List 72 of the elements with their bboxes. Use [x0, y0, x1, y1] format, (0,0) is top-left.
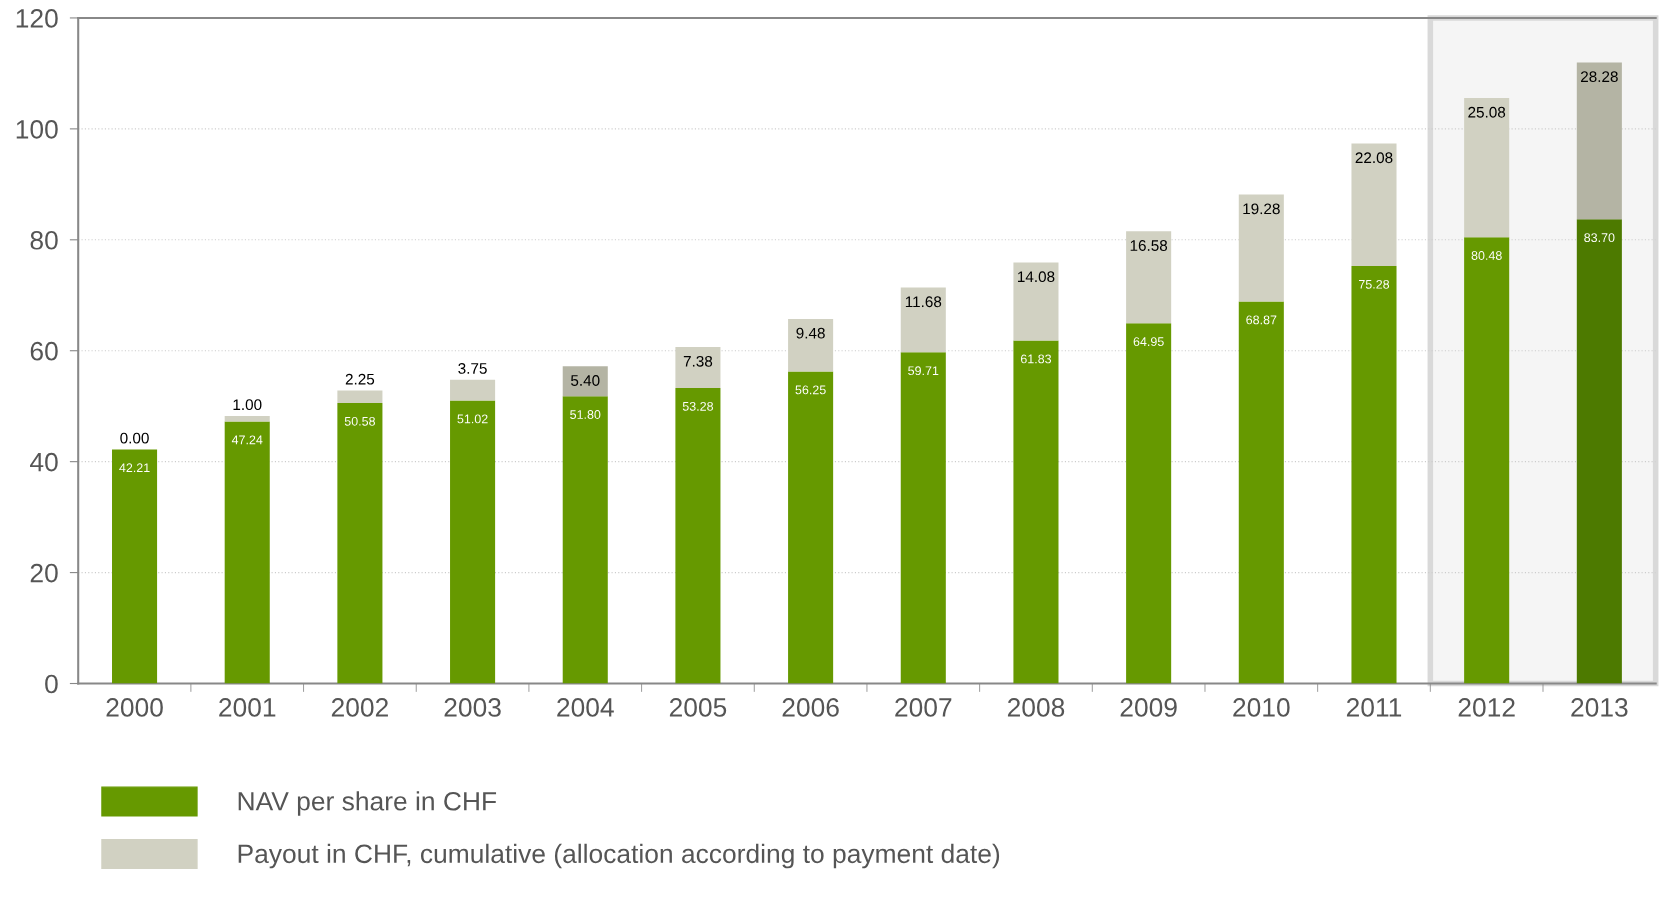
- y-tick-label: 0: [45, 674, 58, 694]
- bar: [1464, 237, 1510, 684]
- x-tick-label: 2000: [106, 698, 163, 717]
- bar: [450, 379, 496, 401]
- x-tick-label: 2004: [557, 698, 614, 717]
- bar: [1238, 301, 1284, 684]
- data-label: 59.71: [908, 366, 939, 376]
- bar: [224, 415, 270, 422]
- y-tick-label: 40: [30, 452, 58, 472]
- bar: [675, 388, 721, 684]
- bar: [562, 396, 608, 684]
- bar: [1013, 262, 1059, 341]
- data-label: 25.08: [1468, 106, 1506, 118]
- data-label: 47.24: [231, 435, 263, 445]
- bar: [1126, 323, 1172, 684]
- data-label: 2.25: [345, 373, 375, 385]
- bar: [1576, 62, 1622, 220]
- x-tick-label: 2011: [1346, 698, 1402, 717]
- x-tick-label: 2001: [219, 698, 276, 717]
- data-label: 14.08: [1018, 271, 1055, 283]
- x-tick-label: 2007: [895, 698, 952, 717]
- bar: [337, 390, 383, 403]
- legend-label: NAV per share in CHF: [238, 791, 497, 816]
- y-tick-label: 100: [16, 120, 58, 139]
- x-tick-label: 2013: [1571, 698, 1628, 717]
- bar: [1351, 265, 1397, 684]
- data-label: 56.25: [795, 385, 826, 395]
- bar: [224, 421, 270, 684]
- x-tick-label: 2012: [1458, 698, 1515, 717]
- bar: [1013, 340, 1059, 684]
- bar: [1126, 231, 1172, 324]
- data-label: 9.48: [796, 327, 825, 339]
- data-label: 51.02: [457, 414, 488, 424]
- bar: [112, 449, 158, 684]
- data-label: 61.83: [1020, 354, 1052, 364]
- bar: [1576, 219, 1622, 684]
- data-label: 5.40: [571, 375, 600, 386]
- data-label: 51.80: [570, 410, 601, 419]
- legend-label: Payout in CHF, cumulative (allocation according to payment date): [238, 843, 1000, 869]
- y-tick-label: 60: [30, 341, 58, 361]
- data-label: 7.38: [683, 355, 713, 367]
- bar: [788, 371, 834, 684]
- bar: [562, 366, 608, 397]
- bar: [450, 400, 496, 684]
- data-label: 28.28: [1581, 71, 1618, 83]
- data-label: 75.28: [1358, 279, 1390, 289]
- x-tick-label: 2006: [782, 698, 839, 717]
- y-tick-label: 80: [30, 230, 58, 250]
- data-label: 22.08: [1355, 152, 1393, 164]
- data-label: 53.28: [682, 401, 714, 411]
- data-label: 83.70: [1584, 233, 1615, 243]
- data-label: 3.75: [458, 363, 487, 374]
- x-tick-label: 2009: [1120, 698, 1177, 717]
- data-label: 11.68: [905, 296, 942, 308]
- data-label: 50.58: [344, 416, 375, 426]
- x-tick-label: 2002: [331, 698, 388, 717]
- data-label: 68.87: [1246, 315, 1277, 325]
- x-tick-label: 2005: [669, 698, 727, 717]
- bar: [337, 402, 383, 684]
- y-tick-label: 120: [16, 9, 58, 28]
- x-tick-label: 2010: [1233, 698, 1290, 717]
- bar: [900, 352, 946, 684]
- data-label: 64.95: [1133, 337, 1164, 347]
- data-label: 80.48: [1471, 251, 1502, 260]
- y-tick-label: 20: [30, 563, 58, 583]
- data-label: 0.00: [120, 432, 149, 444]
- data-label: 16.58: [1130, 240, 1168, 251]
- data-label: 1.00: [233, 399, 262, 411]
- data-label: 42.21: [119, 463, 150, 473]
- data-label: 19.28: [1243, 203, 1280, 215]
- x-tick-label: 2008: [1007, 698, 1065, 717]
- x-tick-label: 2003: [444, 698, 501, 717]
